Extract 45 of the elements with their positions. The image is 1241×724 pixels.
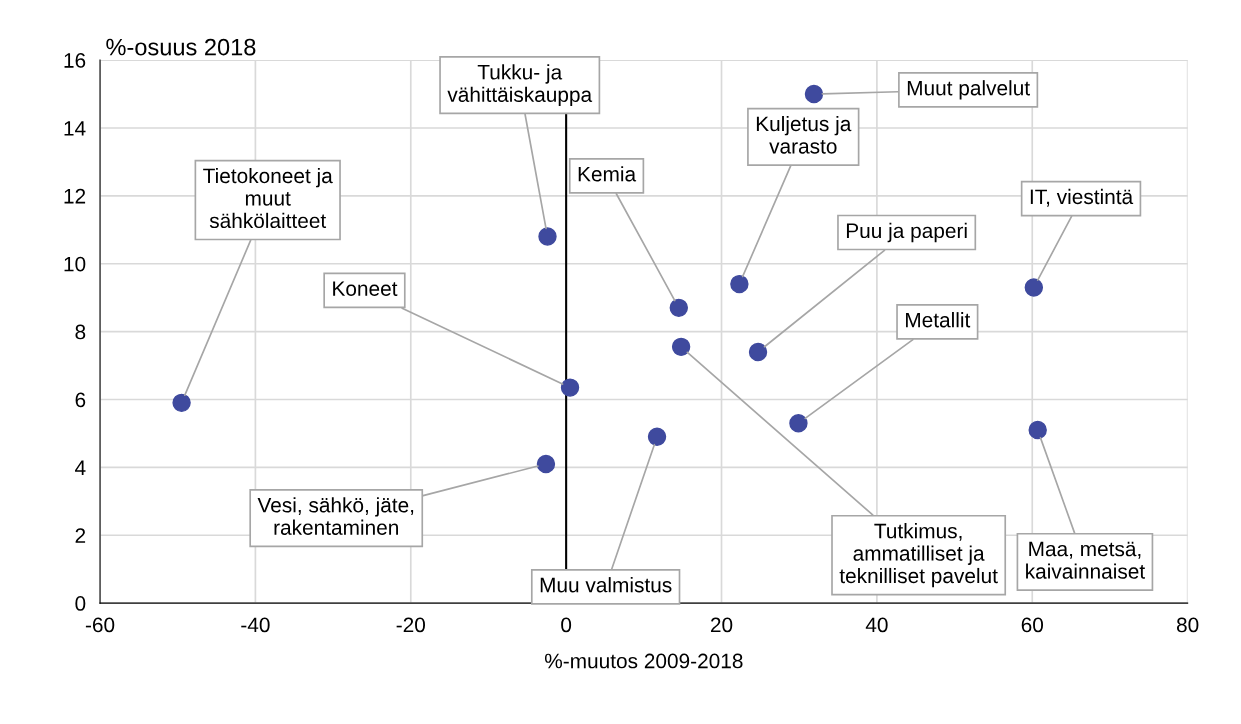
annotation: Koneet (333, 281, 398, 296)
annotation: Tietokoneet ja muut sähkölaitteet (203, 167, 333, 229)
annotation: Puu ja paperi (846, 222, 967, 243)
annotation: Muut palvelut (907, 80, 1030, 100)
point (538, 227, 557, 246)
x-tick-label: 80 (1176, 617, 1199, 633)
annotation: Vesi, sähkö, jäte, rakentaminen (257, 497, 414, 535)
x-tick-label: -20 (396, 617, 426, 633)
y-tick-label: 14 (64, 121, 86, 136)
y-tick-label: 12 (64, 188, 86, 204)
y-tick-label: 0 (75, 596, 86, 611)
x-tick-label: 20 (710, 617, 733, 633)
point (536, 454, 556, 474)
point (789, 414, 808, 433)
point (669, 298, 688, 318)
chart-title: %-osuus 2018 (106, 38, 256, 56)
y-tick-label: 4 (75, 460, 86, 475)
x-tick-label: -60 (85, 617, 115, 633)
annotation: Metallit (906, 312, 971, 328)
point (804, 84, 824, 104)
point (560, 378, 580, 397)
x-tick-label: 40 (865, 617, 888, 633)
point (647, 427, 667, 446)
y-tick-label: 8 (75, 324, 86, 340)
x-tick-label: 60 (1021, 617, 1044, 633)
point (1024, 278, 1044, 297)
y-tick-label: 2 (75, 528, 86, 543)
annotation: Muu valmistus (540, 577, 672, 593)
annotation: Maa, metsä, kaivainnaiset (1026, 541, 1145, 579)
point (730, 274, 749, 294)
y-tick-label: 16 (64, 53, 86, 68)
x-axis-title: %-muutos 2009-2018 (544, 653, 743, 669)
point (1028, 420, 1047, 440)
point (172, 393, 191, 413)
annotation: Kemia (578, 166, 637, 182)
x-tick-label: 0 (561, 617, 572, 633)
y-tick-label: 6 (75, 392, 86, 408)
annotation: IT, viestintä (1030, 188, 1134, 207)
point (748, 342, 768, 362)
annotation: Tutkimus, ammatilliset ja teknilliset pavelut (839, 523, 998, 588)
annotation: Tukku- ja vähittäiskauppa (447, 64, 593, 107)
annotation: Kuljetus ja varasto (756, 115, 852, 154)
point (671, 337, 691, 357)
y-tick-label: 10 (64, 256, 86, 272)
x-tick-label: -40 (241, 617, 270, 633)
